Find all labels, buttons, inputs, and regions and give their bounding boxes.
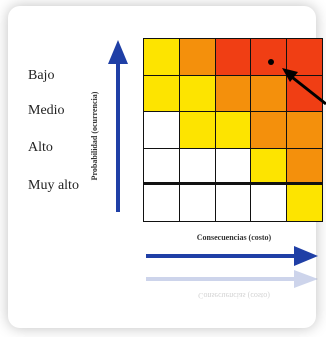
- level-label-alto: Alto: [28, 140, 53, 155]
- x-axis-arrow-icon: [146, 246, 318, 266]
- matrix-cell: [251, 39, 288, 76]
- matrix-cell: [179, 148, 216, 186]
- matrix-cell: [251, 148, 288, 186]
- matrix-cell: [215, 185, 252, 222]
- y-axis-arrow-icon: [108, 40, 128, 212]
- level-label-muy-alto: Muy alto: [28, 178, 79, 193]
- risk-marker-dot: [268, 59, 274, 65]
- level-label-bajo: Bajo: [28, 68, 55, 83]
- matrix-cell: [215, 112, 252, 149]
- matrix-cell: [144, 75, 180, 113]
- x-axis-title: Consecuencias (costo): [196, 233, 272, 242]
- matrix-cell: [179, 112, 216, 149]
- matrix-cell: [179, 185, 216, 222]
- x-axis-arrow-reflection-icon: [146, 270, 318, 288]
- matrix-cell: [215, 148, 252, 186]
- matrix-cell: [287, 75, 323, 113]
- pointer-arrow-icon: [282, 68, 326, 106]
- matrix-cell: [144, 148, 180, 186]
- matrix-cell: [179, 39, 216, 76]
- matrix-cell: [251, 75, 288, 113]
- matrix-cell: [251, 112, 288, 149]
- matrix-cell: [215, 75, 252, 113]
- matrix-cell: [215, 39, 252, 76]
- level-label-medio: Medio: [28, 103, 65, 118]
- matrix-cell: [144, 39, 180, 76]
- risk-matrix-grid: [143, 38, 323, 222]
- matrix-cell: [179, 75, 216, 113]
- matrix-cell: [287, 185, 323, 222]
- matrix-cell: [287, 112, 323, 149]
- matrix-cell: [287, 148, 323, 186]
- matrix-cell: [287, 39, 323, 76]
- matrix-cell: [144, 185, 180, 222]
- matrix-cell: [144, 112, 180, 149]
- matrix-cell: [251, 185, 288, 222]
